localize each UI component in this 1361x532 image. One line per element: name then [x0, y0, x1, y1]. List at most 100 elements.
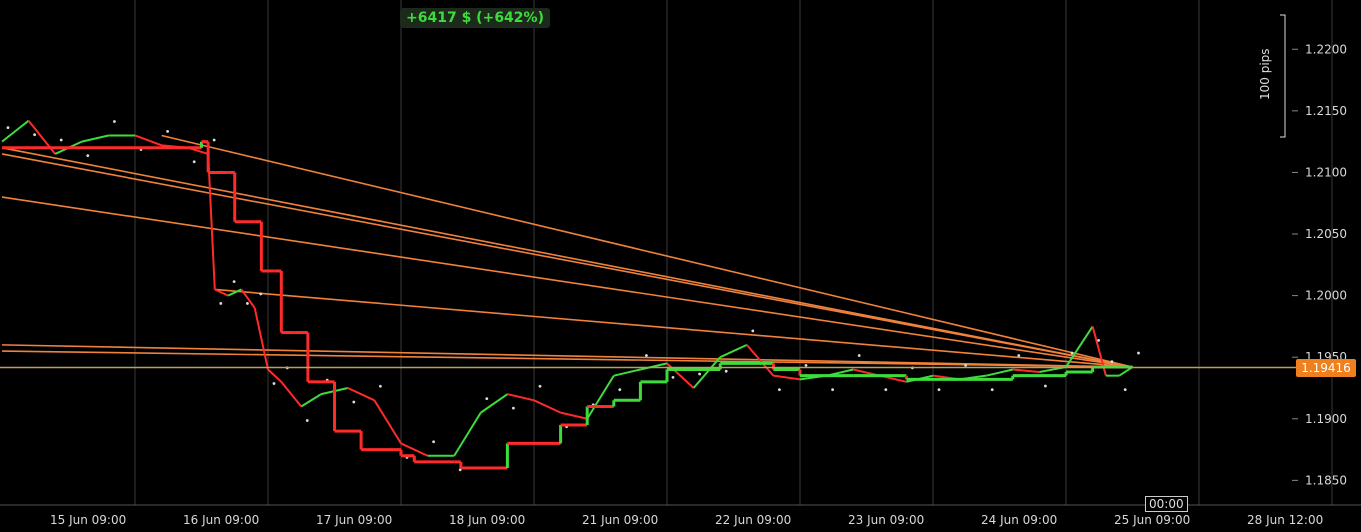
x-tick-label: 21 Jun 09:00 [582, 513, 658, 527]
sar-dot [857, 354, 861, 357]
trendline [1, 196, 1133, 368]
price-segment [773, 374, 801, 381]
sar-dot [212, 138, 216, 142]
sar-dot [246, 302, 249, 305]
x-axis: 15 Jun 09:00 16 Jun 09:00 17 Jun 09:00 18 J… [50, 513, 1323, 527]
price-segment [400, 442, 429, 457]
sar-dot [512, 406, 515, 410]
sar-dot [645, 354, 648, 357]
x-tick-label: 25 Jun 09:00 [1114, 513, 1190, 527]
sar-dot [232, 280, 236, 284]
y-tick-label: 1.2200 [1305, 42, 1347, 56]
sar-dot [751, 329, 755, 333]
trendline [214, 288, 1133, 368]
price-segment [507, 393, 535, 402]
sar-dot [538, 384, 542, 388]
grid [0, 0, 1361, 506]
price-segment [267, 368, 282, 383]
x-tick-label: 15 Jun 09:00 [50, 513, 126, 527]
price-segment [373, 399, 402, 444]
sar-dot [990, 388, 994, 392]
sar-dot [1044, 384, 1047, 388]
price-segment [81, 134, 109, 143]
sar-dot [1110, 360, 1114, 364]
x-tick-label: 23 Jun 09:00 [848, 513, 924, 527]
y-tick-label: 1.2000 [1305, 289, 1347, 303]
series [1, 119, 1140, 472]
sar-dot [1070, 351, 1074, 355]
current-price-tag: 1.19416 [1296, 358, 1356, 377]
x-tick-label: 24 Jun 09:00 [981, 513, 1057, 527]
price-segment [533, 399, 562, 414]
sar-dot [272, 382, 276, 385]
price-segment [985, 368, 1014, 377]
sar-dot [6, 126, 10, 130]
sar-dot [964, 363, 967, 367]
price-segment [719, 343, 748, 359]
sar-dot [305, 419, 309, 422]
price-segment [1012, 368, 1040, 373]
sar-dot [937, 388, 941, 392]
y-tick-label: 1.2150 [1305, 104, 1347, 118]
pips-bracket [1280, 14, 1286, 138]
sar-dot [671, 375, 675, 379]
x-tick-label: 28 Jun 12:00 [1247, 513, 1323, 527]
sar-dot [259, 292, 263, 296]
price-segment [692, 356, 721, 389]
sar-dot [804, 363, 808, 367]
sar-dot [33, 133, 36, 137]
sar-dot [884, 388, 888, 392]
sar-dot [192, 160, 196, 164]
y-tick-label: 1.1850 [1305, 473, 1347, 487]
x-tick-label: 18 Jun 09:00 [449, 513, 525, 527]
trendline [1, 153, 1133, 368]
price-segment [214, 288, 229, 297]
price-segment [1, 119, 30, 143]
price-segment [746, 344, 775, 377]
price-segment [253, 307, 269, 370]
sar-dot [1017, 354, 1021, 357]
sar-dot [1097, 339, 1100, 342]
y-tick-label: 1.1900 [1305, 412, 1347, 426]
sar-dot [618, 388, 622, 392]
sar-dot [432, 440, 435, 444]
trendline [1, 350, 1133, 368]
price-segment [240, 288, 256, 309]
price-segment [453, 412, 482, 457]
cursor-time-tag: 00:00 [1145, 496, 1188, 512]
sar-dot [778, 388, 781, 392]
sar-dot [1123, 388, 1127, 392]
price-segment [586, 375, 615, 420]
price-segment [560, 411, 588, 420]
sar-dot [698, 372, 701, 376]
sar-dot [166, 129, 170, 133]
sar-dot [113, 120, 116, 123]
x-tick-label: 22 Jun 09:00 [715, 513, 791, 527]
sar-dot [831, 388, 834, 392]
price-segment [134, 134, 162, 147]
price-segment [480, 393, 508, 414]
pips-scale-label: 100 pips [1258, 48, 1272, 100]
trendlines[interactable] [1, 134, 1133, 368]
sar-dot [59, 138, 63, 142]
sar-dot [219, 302, 223, 305]
price-segment [280, 381, 303, 408]
price-segment [1065, 325, 1094, 368]
price-segment [347, 387, 375, 402]
price-segment [613, 368, 641, 377]
trendline [1, 147, 1133, 368]
x-tick-label: 16 Jun 09:00 [183, 513, 259, 527]
sar-dot [352, 400, 356, 404]
y-tick-label: 1.2050 [1305, 227, 1347, 241]
price-segment [640, 362, 668, 371]
sar-dot [86, 154, 90, 158]
sar-dot [379, 384, 382, 388]
sar-dot [1137, 351, 1140, 355]
sar-dot [485, 397, 489, 401]
trendline [1, 344, 1133, 368]
profit-badge: +6417 $ (+642%) [400, 8, 550, 28]
price-segment [300, 393, 322, 408]
y-tick-label: 1.2100 [1305, 165, 1347, 179]
